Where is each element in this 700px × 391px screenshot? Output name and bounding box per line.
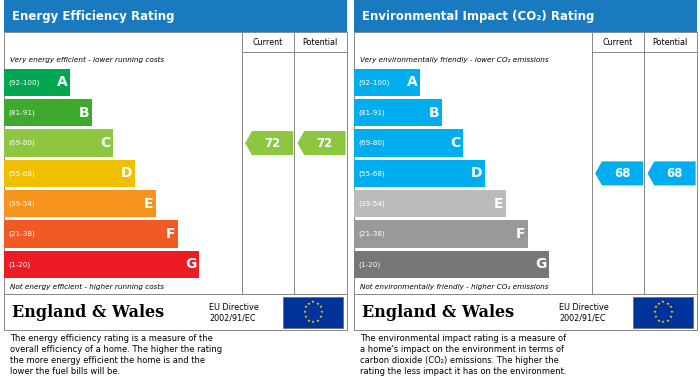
Text: 72: 72 bbox=[264, 136, 280, 150]
Text: D: D bbox=[120, 167, 132, 180]
Text: ★: ★ bbox=[657, 319, 661, 323]
Bar bbox=[4, 0, 346, 32]
Text: ★: ★ bbox=[661, 320, 665, 325]
Text: (21-38): (21-38) bbox=[358, 231, 386, 237]
Bar bbox=[354, 190, 506, 217]
Text: ★: ★ bbox=[302, 310, 306, 314]
Text: The environmental impact rating is a measure of
a home's impact on the environme: The environmental impact rating is a mea… bbox=[360, 334, 567, 376]
Text: ★: ★ bbox=[318, 305, 323, 309]
Text: England & Wales: England & Wales bbox=[12, 304, 164, 321]
Text: (39-54): (39-54) bbox=[8, 201, 36, 207]
Text: 68: 68 bbox=[614, 167, 631, 180]
Text: Potential: Potential bbox=[652, 38, 688, 47]
Text: ★: ★ bbox=[668, 305, 673, 309]
Bar bbox=[354, 251, 549, 278]
Bar bbox=[4, 190, 156, 217]
Text: Current: Current bbox=[603, 38, 634, 47]
Text: (21-38): (21-38) bbox=[8, 231, 36, 237]
Bar bbox=[4, 69, 70, 96]
Text: 68: 68 bbox=[666, 167, 682, 180]
Bar bbox=[4, 251, 199, 278]
Text: (39-54): (39-54) bbox=[358, 201, 386, 207]
Text: Potential: Potential bbox=[302, 38, 338, 47]
Text: 72: 72 bbox=[316, 136, 332, 150]
Text: ★: ★ bbox=[666, 302, 669, 306]
Text: ★: ★ bbox=[311, 300, 315, 305]
Text: A: A bbox=[57, 75, 67, 90]
Text: F: F bbox=[515, 227, 525, 241]
Bar bbox=[4, 221, 178, 248]
Text: ★: ★ bbox=[670, 310, 674, 314]
Bar bbox=[354, 0, 696, 32]
Text: Environmental Impact (CO₂) Rating: Environmental Impact (CO₂) Rating bbox=[362, 9, 594, 23]
Bar bbox=[283, 297, 343, 328]
Text: ★: ★ bbox=[307, 319, 311, 323]
Text: G: G bbox=[535, 257, 546, 271]
Text: ★: ★ bbox=[316, 302, 319, 306]
Text: ★: ★ bbox=[654, 316, 657, 319]
Text: ★: ★ bbox=[654, 305, 657, 309]
Text: Very energy efficient - lower running costs: Very energy efficient - lower running co… bbox=[10, 57, 164, 63]
Text: ★: ★ bbox=[657, 302, 661, 306]
Polygon shape bbox=[595, 161, 643, 185]
Text: Current: Current bbox=[253, 38, 284, 47]
Polygon shape bbox=[648, 161, 696, 185]
Bar bbox=[354, 69, 420, 96]
Text: ★: ★ bbox=[320, 310, 324, 314]
Bar bbox=[4, 129, 113, 157]
Text: EU Directive
2002/91/EC: EU Directive 2002/91/EC bbox=[209, 303, 259, 322]
Text: (81-91): (81-91) bbox=[8, 109, 36, 116]
Text: Energy Efficiency Rating: Energy Efficiency Rating bbox=[12, 9, 174, 23]
Text: ★: ★ bbox=[666, 319, 669, 323]
Text: (92-100): (92-100) bbox=[8, 79, 40, 86]
Text: B: B bbox=[78, 106, 89, 120]
Text: (81-91): (81-91) bbox=[358, 109, 386, 116]
Text: A: A bbox=[407, 75, 417, 90]
Text: ★: ★ bbox=[661, 300, 665, 305]
Text: (92-100): (92-100) bbox=[358, 79, 390, 86]
Text: Very environmentally friendly - lower CO₂ emissions: Very environmentally friendly - lower CO… bbox=[360, 57, 549, 63]
Bar bbox=[4, 32, 346, 294]
Text: (1-20): (1-20) bbox=[8, 261, 31, 268]
Text: (55-68): (55-68) bbox=[358, 170, 386, 177]
Text: (1-20): (1-20) bbox=[358, 261, 381, 268]
Text: (69-80): (69-80) bbox=[8, 140, 36, 146]
Text: E: E bbox=[494, 197, 503, 211]
Text: ★: ★ bbox=[668, 316, 673, 319]
Bar bbox=[354, 32, 696, 294]
Bar bbox=[354, 99, 442, 126]
Polygon shape bbox=[298, 131, 346, 155]
Text: G: G bbox=[185, 257, 196, 271]
Bar bbox=[354, 221, 528, 248]
Text: E: E bbox=[144, 197, 153, 211]
Bar bbox=[354, 160, 484, 187]
Text: (55-68): (55-68) bbox=[8, 170, 36, 177]
Bar bbox=[4, 294, 346, 330]
Text: ★: ★ bbox=[304, 305, 307, 309]
Bar bbox=[4, 99, 92, 126]
Text: (69-80): (69-80) bbox=[358, 140, 386, 146]
Text: ★: ★ bbox=[316, 319, 319, 323]
Text: ★: ★ bbox=[318, 316, 323, 319]
Polygon shape bbox=[245, 131, 293, 155]
Text: Not environmentally friendly - higher CO₂ emissions: Not environmentally friendly - higher CO… bbox=[360, 284, 549, 290]
Text: England & Wales: England & Wales bbox=[362, 304, 514, 321]
Text: B: B bbox=[428, 106, 439, 120]
Text: ★: ★ bbox=[304, 316, 307, 319]
Bar bbox=[633, 297, 693, 328]
Text: C: C bbox=[100, 136, 111, 150]
Bar bbox=[4, 160, 134, 187]
Text: D: D bbox=[470, 167, 482, 180]
Text: C: C bbox=[450, 136, 461, 150]
Bar bbox=[354, 129, 463, 157]
Text: ★: ★ bbox=[311, 320, 315, 325]
Text: The energy efficiency rating is a measure of the
overall efficiency of a home. T: The energy efficiency rating is a measur… bbox=[10, 334, 223, 376]
Text: F: F bbox=[165, 227, 175, 241]
Text: EU Directive
2002/91/EC: EU Directive 2002/91/EC bbox=[559, 303, 609, 322]
Bar bbox=[354, 294, 696, 330]
Text: Not energy efficient - higher running costs: Not energy efficient - higher running co… bbox=[10, 284, 164, 290]
Text: ★: ★ bbox=[652, 310, 656, 314]
Text: ★: ★ bbox=[307, 302, 311, 306]
